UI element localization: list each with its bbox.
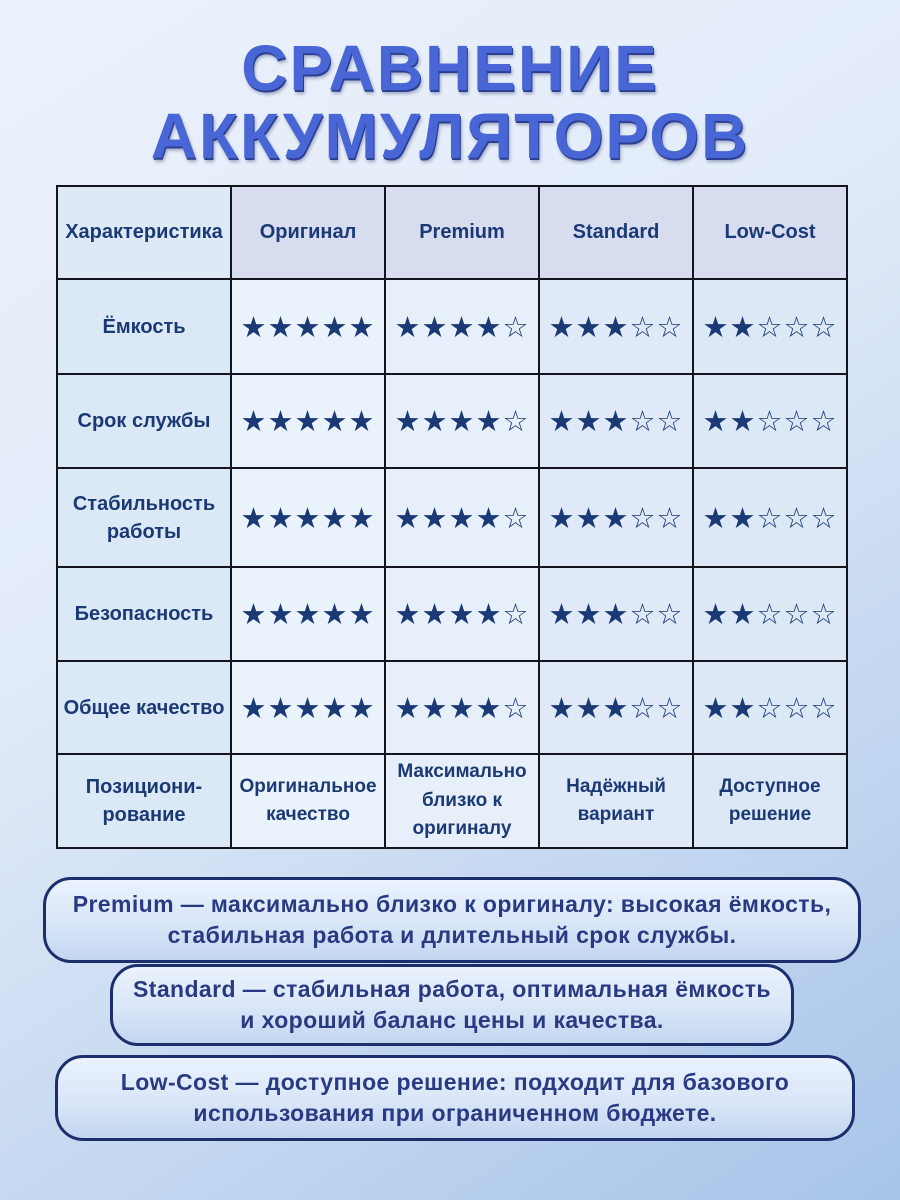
standard-note: Standard — стабильная работа, оптимальна… — [110, 964, 794, 1046]
lowcost-note-text: Low-Cost — доступное решение: подходит д… — [120, 1068, 790, 1126]
column-header-lowcost: Low-Cost — [692, 185, 848, 280]
column-header-characteristic: Характеристика — [56, 185, 232, 280]
row-label: Позициони- рование — [56, 753, 232, 849]
rating-stars: ★★★☆☆ — [538, 566, 694, 662]
rating-stars: ★★★★☆ — [384, 660, 540, 755]
page-title-line1: СРАВНЕНИЕ — [241, 32, 659, 104]
column-header-premium: Premium — [384, 185, 540, 280]
row-label: Безопасность — [56, 566, 232, 662]
rating-stars: ★★☆☆☆ — [692, 467, 848, 568]
rating-stars: ★★★★☆ — [384, 467, 540, 568]
rating-stars: ★★★★☆ — [384, 373, 540, 469]
positioning-value-original: Оригинальное качество — [230, 753, 386, 849]
rating-stars: ★★☆☆☆ — [692, 373, 848, 469]
row-label: Общее качество — [56, 660, 232, 755]
rating-stars: ★★★★★ — [230, 566, 386, 662]
table-header-row: Характеристика Оригинал Premium Standard… — [56, 185, 848, 280]
rating-stars: ★★☆☆☆ — [692, 660, 848, 755]
rating-stars: ★★★★★ — [230, 278, 386, 375]
rating-stars: ★★★★★ — [230, 467, 386, 568]
lowcost-note: Low-Cost — доступное решение: подходит д… — [55, 1055, 855, 1141]
positioning-value-standard: Надёжный вариант — [538, 753, 694, 849]
standard-note-text: Standard — стабильная работа, оптимальна… — [133, 975, 771, 1033]
row-label: Ёмкость — [56, 278, 232, 375]
rating-stars: ★★★★☆ — [384, 566, 540, 662]
table-row-stability: Стабильность работы ★★★★★ ★★★★☆ ★★★☆☆ ★★… — [56, 467, 848, 568]
table-row-safety: Безопасность ★★★★★ ★★★★☆ ★★★☆☆ ★★☆☆☆ — [56, 566, 848, 662]
rating-stars: ★★★☆☆ — [538, 278, 694, 375]
column-header-standard: Standard — [538, 185, 694, 280]
premium-note-text: Premium — максимально близко к оригиналу… — [72, 890, 832, 948]
rating-stars: ★★★★★ — [230, 373, 386, 469]
page-title: СРАВНЕНИЕ АККУМУЛЯТОРОВ — [0, 34, 900, 171]
positioning-value-premium: Максимально близко к оригиналу — [384, 753, 540, 849]
rating-stars: ★★★★★ — [230, 660, 386, 755]
rating-stars: ★★☆☆☆ — [692, 566, 848, 662]
row-label: Стабильность работы — [56, 467, 232, 568]
rating-stars: ★★★☆☆ — [538, 373, 694, 469]
table-row-positioning: Позициони- рование Оригинальное качество… — [56, 753, 848, 849]
table-row-overall-quality: Общее качество ★★★★★ ★★★★☆ ★★★☆☆ ★★☆☆☆ — [56, 660, 848, 755]
table-row-capacity: Ёмкость ★★★★★ ★★★★☆ ★★★☆☆ ★★☆☆☆ — [56, 278, 848, 375]
premium-note: Premium — максимально близко к оригиналу… — [43, 877, 861, 963]
table-row-service-life: Срок службы ★★★★★ ★★★★☆ ★★★☆☆ ★★☆☆☆ — [56, 373, 848, 469]
column-header-original: Оригинал — [230, 185, 386, 280]
positioning-value-lowcost: Доступное решение — [692, 753, 848, 849]
rating-stars: ★★☆☆☆ — [692, 278, 848, 375]
rating-stars: ★★★★☆ — [384, 278, 540, 375]
page-title-line2: АККУМУЛЯТОРОВ — [150, 100, 750, 173]
comparison-table: Характеристика Оригинал Premium Standard… — [56, 185, 848, 849]
rating-stars: ★★★☆☆ — [538, 467, 694, 568]
rating-stars: ★★★☆☆ — [538, 660, 694, 755]
row-label: Срок службы — [56, 373, 232, 469]
